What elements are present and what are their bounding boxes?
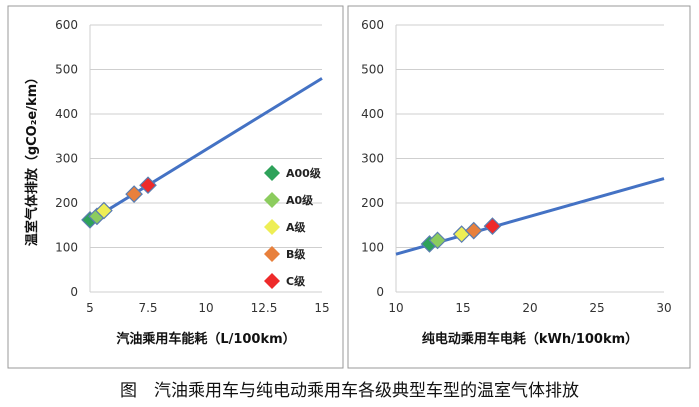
y-tick-label: 200 bbox=[361, 196, 384, 210]
x-tick-label: 30 bbox=[656, 301, 671, 315]
data-point-b bbox=[125, 185, 143, 203]
legend-label: C级 bbox=[286, 274, 306, 288]
y-tick-label: 500 bbox=[361, 63, 384, 77]
y-tick-label: 600 bbox=[55, 18, 78, 32]
data-point-b bbox=[464, 221, 483, 240]
legend-marker bbox=[264, 246, 280, 262]
legend-label: A0级 bbox=[286, 193, 314, 207]
x-tick-label: 10 bbox=[388, 301, 403, 315]
data-point-c bbox=[139, 176, 157, 195]
y-tick-label: 100 bbox=[55, 241, 78, 255]
y-tick-label: 300 bbox=[55, 152, 78, 166]
data-point-a0 bbox=[428, 231, 447, 250]
legend-marker bbox=[264, 165, 280, 181]
y-tick-label: 200 bbox=[55, 196, 78, 210]
x-tick-label: 15 bbox=[455, 301, 470, 315]
x-tick-label: 15 bbox=[314, 301, 329, 315]
y-tick-label: 100 bbox=[361, 241, 384, 255]
data-point-c bbox=[483, 217, 502, 235]
chart-panel-border bbox=[7, 5, 344, 369]
legend-marker bbox=[264, 273, 280, 289]
x-tick-label: 7.5 bbox=[138, 301, 157, 315]
figure-caption: 图 汽油乘用车与纯电动乘用车各级典型车型的温室气体排放 bbox=[120, 381, 579, 401]
x-tick-label: 25 bbox=[589, 301, 604, 315]
y-tick-label: 300 bbox=[361, 152, 384, 166]
x-tick-label: 12.5 bbox=[251, 301, 278, 315]
legend-label: B级 bbox=[286, 247, 306, 261]
y-axis-label: 温室气体排放（gCO₂e/km） bbox=[24, 71, 40, 246]
legend-marker bbox=[264, 192, 280, 208]
legend-marker bbox=[264, 219, 280, 235]
y-tick-label: 500 bbox=[55, 63, 78, 77]
y-tick-label: 400 bbox=[55, 107, 78, 121]
x-axis-label: 汽油乘用车能耗（L/100km） bbox=[116, 331, 295, 347]
chart-panel-border bbox=[347, 5, 691, 369]
y-tick-label: 600 bbox=[361, 18, 384, 32]
y-tick-label: 0 bbox=[376, 285, 384, 299]
legend-label: A00级 bbox=[286, 166, 322, 180]
y-tick-label: 400 bbox=[361, 107, 384, 121]
x-tick-label: 5 bbox=[86, 301, 94, 315]
y-tick-label: 0 bbox=[70, 285, 78, 299]
x-tick-label: 10 bbox=[198, 301, 213, 315]
legend-label: A级 bbox=[286, 220, 307, 234]
x-tick-label: 20 bbox=[522, 301, 537, 315]
x-axis-label: 纯电动乘用车电耗（kWh/100km） bbox=[422, 331, 638, 347]
data-point-a bbox=[95, 201, 113, 220]
